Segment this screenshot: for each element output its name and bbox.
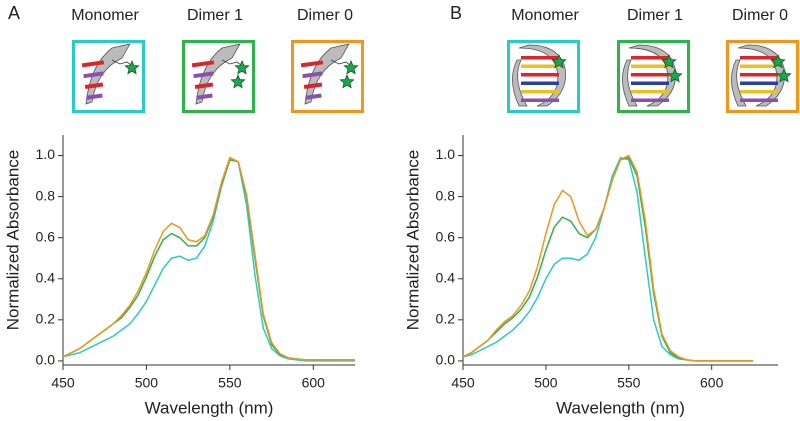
helix2 [622,59,638,107]
icon [617,40,690,113]
x-tick-label: 450 [451,375,475,391]
fluorophore [234,59,250,75]
base [193,71,214,79]
x-tick-label: 600 [302,375,326,391]
y-tick-label: 0.4 [436,269,456,285]
x-axis-title: Wavelength (nm) [556,398,685,417]
base [521,98,559,102]
base [521,81,559,85]
y-tick-label: 1.0 [436,146,456,162]
y-tick-label: 0.4 [36,269,56,285]
icon [182,40,255,113]
base [302,71,323,79]
base [521,90,559,94]
base [300,60,324,68]
series-line [462,156,754,362]
helix2 [731,59,747,107]
y-tick-label: 0.2 [36,311,56,327]
y-tick-label: 0.0 [436,352,456,368]
x-tick-label: 500 [135,375,159,391]
icon [726,40,799,113]
base [303,82,323,89]
base [305,93,322,100]
fluorophore [551,53,567,69]
base [86,93,103,100]
base [191,60,215,68]
y-tick-label: 0.0 [36,352,56,368]
series-label: Monomer [511,7,579,24]
linker [111,59,133,67]
y-tick-label: 0.8 [436,187,456,203]
x-tick-label: 450 [51,375,75,391]
y-axis-title: Normalized Absorbance [403,150,422,330]
base [194,82,214,89]
x-tick-label: 500 [534,375,558,391]
base [631,73,669,77]
base [740,64,778,68]
base [521,73,559,77]
base [81,60,105,68]
base [740,73,778,77]
icon [507,40,580,113]
series-label: Dimer 0 [297,7,353,24]
series-label: Dimer 1 [627,7,683,24]
fluorophore [339,73,355,89]
linker [330,59,352,67]
base [740,98,778,102]
icon [291,40,364,113]
icon [72,40,145,113]
helix2 [512,59,528,107]
fluorophore [667,67,683,83]
fluorophore [124,59,140,75]
base [84,82,104,89]
x-tick-label: 550 [617,375,641,391]
base [631,56,669,60]
series-label: Dimer 1 [187,7,243,24]
x-axis-title: Wavelength (nm) [145,398,274,417]
x-tick-label: 600 [700,375,724,391]
series-line [462,156,754,362]
panel-label: B [450,3,462,23]
base [521,56,559,60]
base [740,56,778,60]
y-tick-label: 0.2 [436,311,456,327]
y-tick-label: 0.6 [436,228,456,244]
base [631,81,669,85]
base [521,64,559,68]
base [740,90,778,94]
x-tick-label: 550 [218,375,242,391]
y-tick-label: 0.6 [36,228,56,244]
base [631,90,669,94]
base [83,71,104,79]
fluorophore [230,73,246,89]
fluorophore [776,67,792,83]
base [631,64,669,68]
panel-label: A [8,3,20,23]
base [196,93,213,100]
series-label: Dimer 0 [732,7,788,24]
y-axis-title: Normalized Absorbance [3,150,22,330]
fluorophore [343,59,359,75]
fluorophore [770,53,786,69]
base [740,81,778,85]
series-line [62,158,355,362]
series-label: Monomer [71,7,139,24]
base [631,98,669,102]
series-line [462,154,754,362]
y-tick-label: 1.0 [36,146,56,162]
linker [221,59,243,67]
series-line [62,158,355,361]
series-line [62,156,355,361]
y-tick-label: 0.8 [36,187,56,203]
fluorophore [661,53,677,69]
